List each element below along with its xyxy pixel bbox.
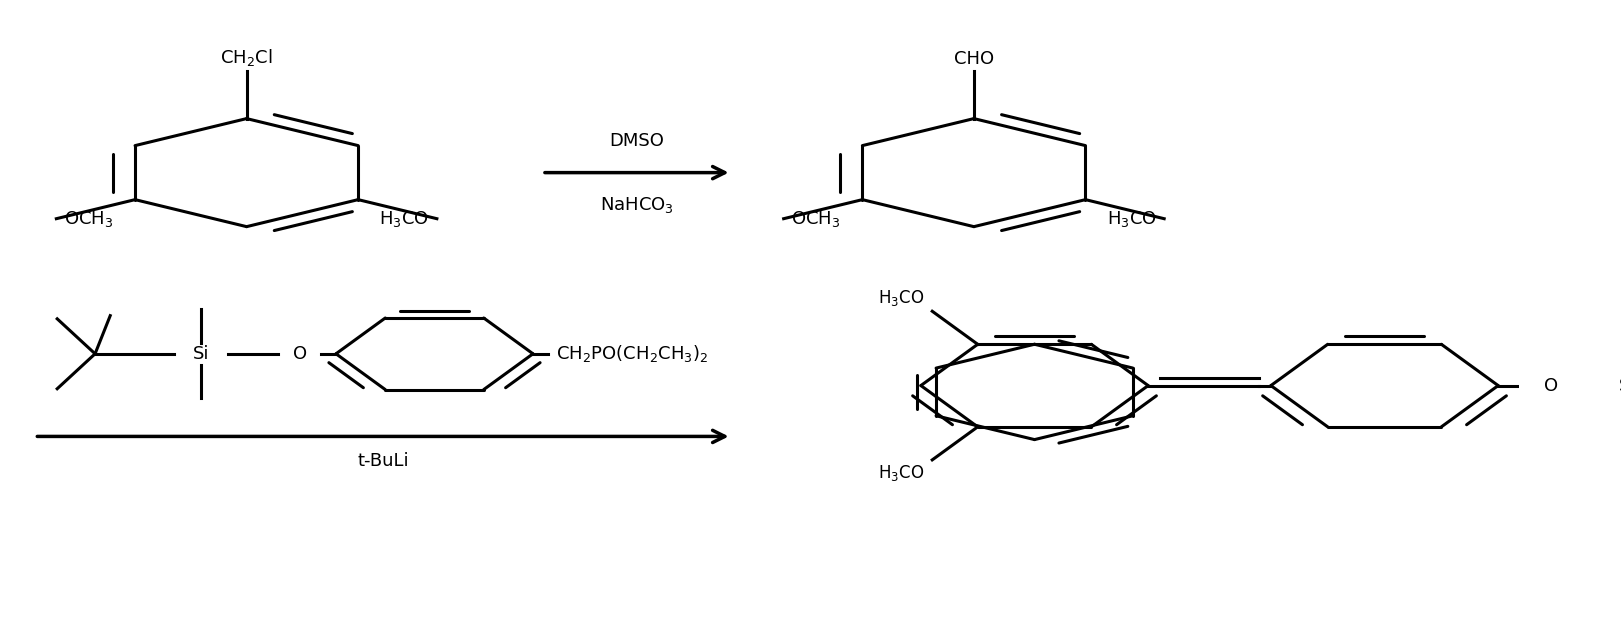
Text: NaHCO$_3$: NaHCO$_3$ [600, 195, 674, 215]
Text: CH$_2$PO(CH$_2$CH$_3$)$_2$: CH$_2$PO(CH$_2$CH$_3$)$_2$ [556, 343, 708, 365]
Text: t-BuLi: t-BuLi [357, 452, 408, 470]
Text: OCH$_3$: OCH$_3$ [63, 209, 113, 229]
Text: H$_3$CO: H$_3$CO [879, 288, 924, 308]
Text: Si: Si [193, 345, 209, 363]
Text: DMSO: DMSO [609, 133, 665, 150]
Text: H$_3$CO: H$_3$CO [379, 209, 430, 229]
Text: O: O [1545, 377, 1558, 395]
Text: CHO: CHO [953, 50, 994, 68]
Text: Si: Si [1619, 377, 1621, 395]
Text: CH$_2$Cl: CH$_2$Cl [220, 47, 272, 68]
Text: H$_3$CO: H$_3$CO [1107, 209, 1157, 229]
Text: O: O [292, 345, 306, 363]
Text: OCH$_3$: OCH$_3$ [791, 209, 841, 229]
Text: H$_3$CO: H$_3$CO [879, 463, 924, 483]
